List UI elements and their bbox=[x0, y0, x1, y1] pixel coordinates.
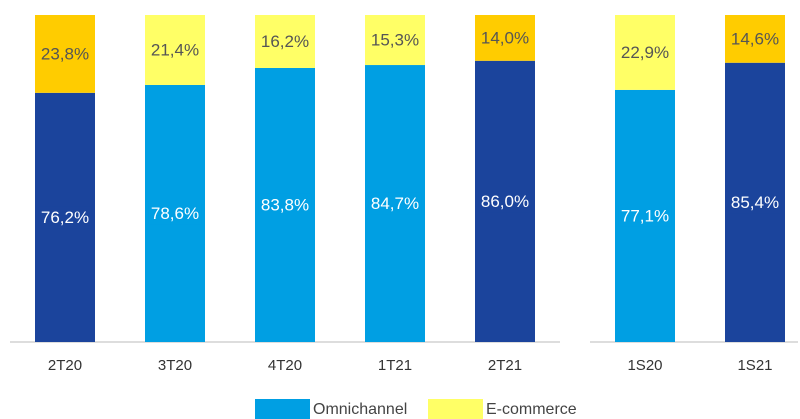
value-label-box bbox=[148, 38, 202, 61]
x-tick-label: 4T20 bbox=[268, 357, 302, 374]
value-label: 83,8% bbox=[261, 195, 309, 214]
value-label-box bbox=[368, 192, 422, 215]
value-label: 84,7% bbox=[371, 194, 419, 213]
value-label: 77,1% bbox=[621, 206, 669, 225]
value-label: 78,6% bbox=[151, 204, 199, 223]
value-label: 76,2% bbox=[41, 208, 89, 227]
value-label: 86,0% bbox=[481, 192, 529, 211]
legend-swatch bbox=[428, 399, 483, 419]
value-label-box bbox=[148, 202, 202, 225]
value-label: 21,4% bbox=[151, 40, 199, 59]
x-tick-label: 1S21 bbox=[737, 357, 772, 374]
value-label-box bbox=[258, 193, 312, 216]
value-label: 15,3% bbox=[371, 30, 419, 49]
value-label: 22,9% bbox=[621, 43, 669, 62]
value-label-box bbox=[618, 41, 672, 64]
legend-label: Omnichannel bbox=[313, 401, 407, 418]
x-tick-label: 2T21 bbox=[488, 357, 522, 374]
value-label-box bbox=[478, 26, 532, 49]
value-label-box bbox=[618, 204, 672, 227]
value-label-box bbox=[38, 42, 92, 65]
value-label: 16,2% bbox=[261, 32, 309, 51]
value-label: 14,0% bbox=[481, 28, 529, 47]
value-label-box bbox=[38, 206, 92, 229]
x-tick-label: 3T20 bbox=[158, 357, 192, 374]
legend-label: E-commerce bbox=[486, 401, 577, 418]
value-label-box bbox=[478, 190, 532, 213]
legend-swatch bbox=[255, 399, 310, 419]
value-label-box bbox=[728, 191, 782, 214]
value-label-box bbox=[368, 29, 422, 52]
x-tick-label: 1S20 bbox=[627, 357, 662, 374]
value-label: 23,8% bbox=[41, 44, 89, 63]
value-label-box bbox=[728, 27, 782, 50]
value-label: 85,4% bbox=[731, 193, 779, 212]
value-label: 14,6% bbox=[731, 29, 779, 48]
x-tick-label: 1T21 bbox=[378, 357, 412, 374]
value-label-box bbox=[258, 30, 312, 53]
x-tick-label: 2T20 bbox=[48, 357, 82, 374]
